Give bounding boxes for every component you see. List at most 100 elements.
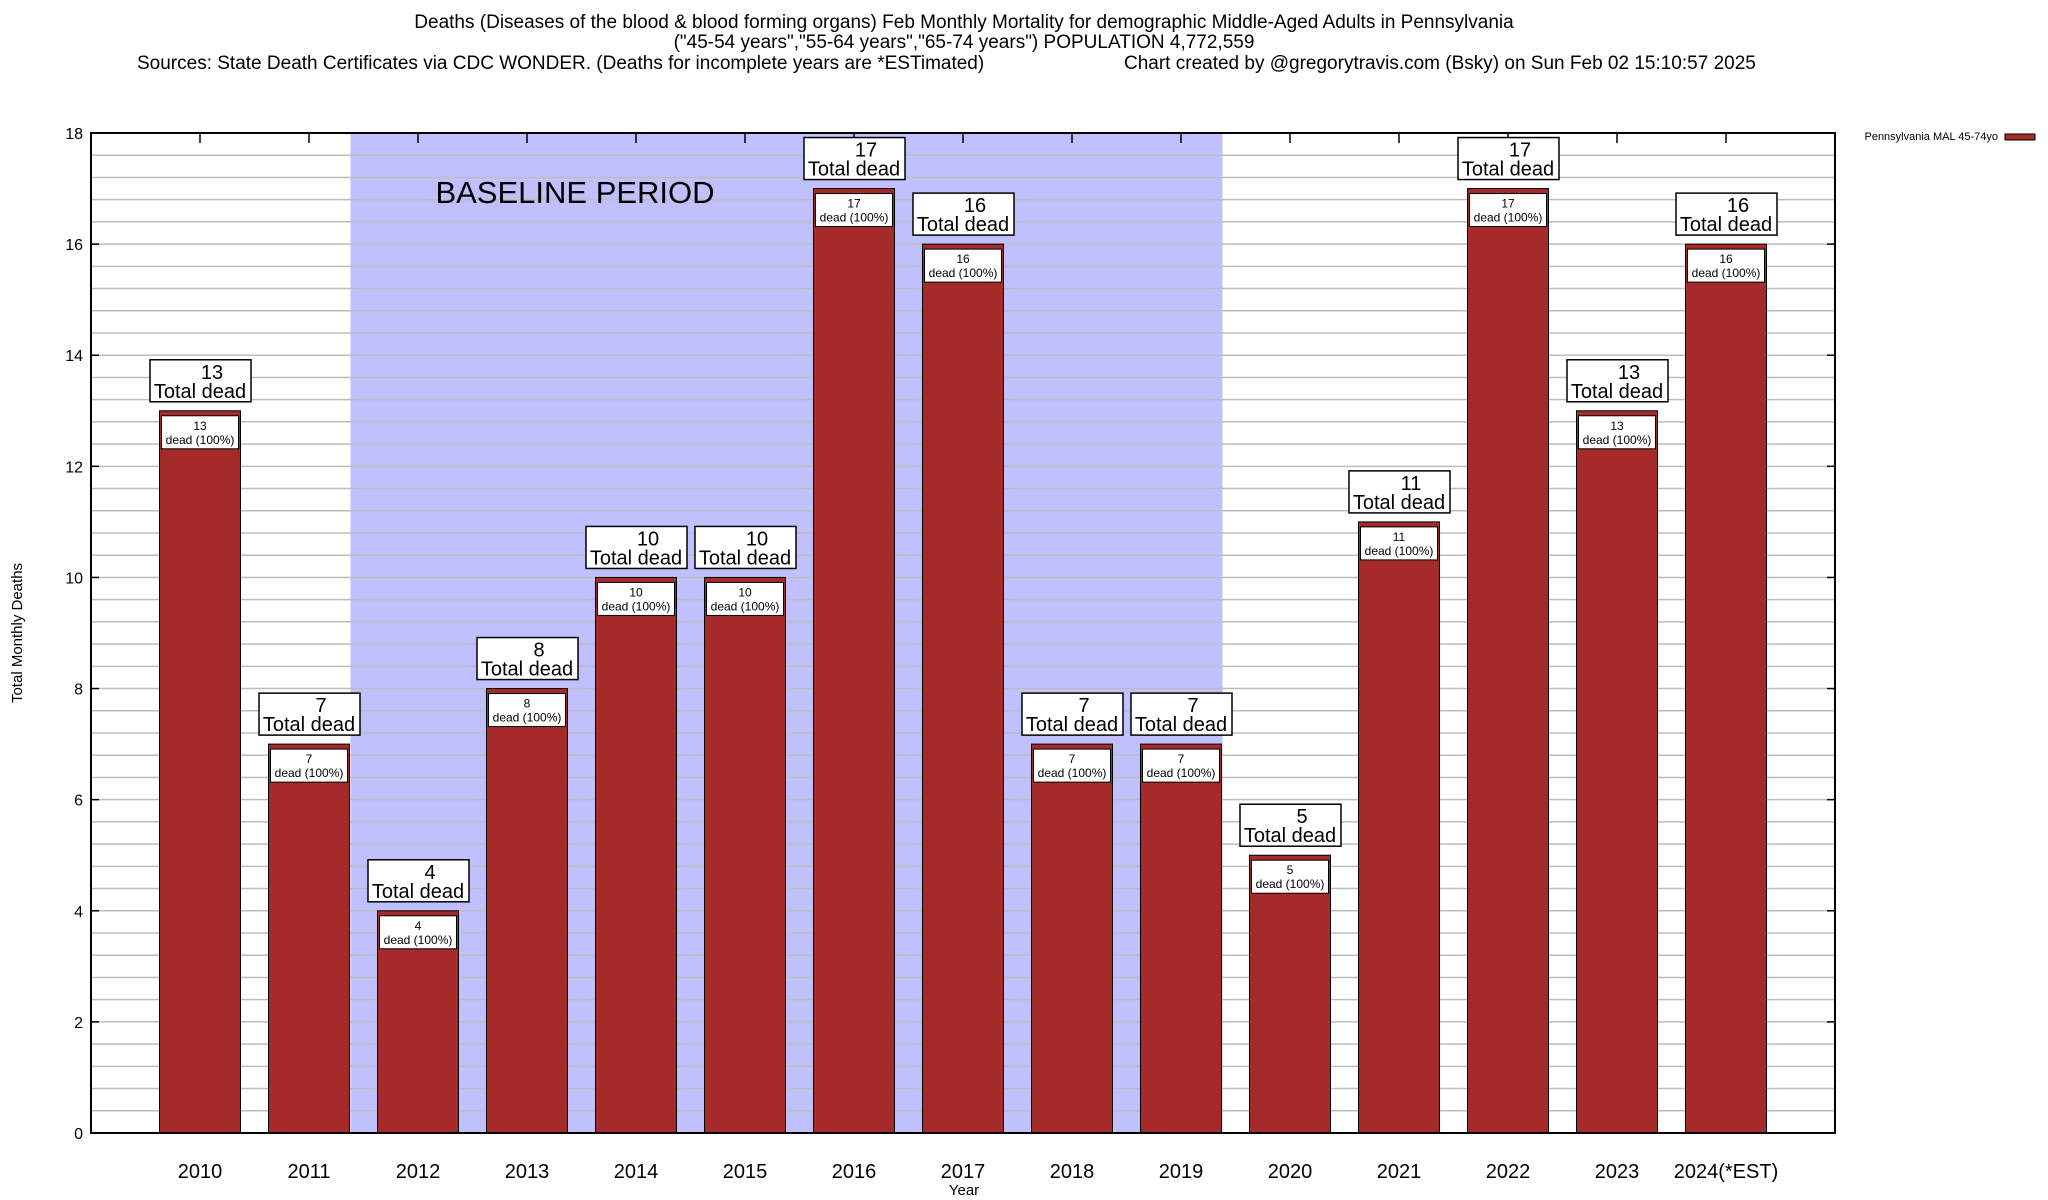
bar-percent-label: dead (100%) (929, 266, 998, 280)
bar-value-label: 7 (1178, 752, 1185, 766)
bar-2021 (1358, 521, 1440, 1134)
bar-2017 (922, 243, 1004, 1134)
total-value-label: 17 (855, 140, 877, 162)
bar-value-box (1033, 748, 1111, 783)
bar-value-box (270, 748, 348, 783)
x-tick-label: 2014 (614, 1161, 659, 1183)
x-axis-label: Year (949, 1182, 979, 1199)
bar-percent-label: dead (100%) (711, 599, 780, 613)
total-value-label: 11 (1401, 473, 1422, 495)
total-value-label: 10 (746, 528, 768, 550)
total-box (585, 525, 688, 570)
y-tick-label: 12 (65, 459, 83, 476)
bar-value-box (1469, 193, 1547, 228)
y-axis-label: Total Monthly Deaths (9, 563, 26, 703)
total-box (1130, 692, 1233, 736)
bar-value-label: 8 (524, 697, 531, 711)
y-tick-label: 2 (74, 1015, 83, 1032)
total-dead-label: Total dead (699, 547, 791, 569)
bar-2019 (1140, 743, 1222, 1134)
baseline-period-label: BASELINE PERIOD (435, 175, 714, 210)
total-box (1566, 359, 1669, 403)
x-tick-label: 2016 (832, 1161, 877, 1183)
chart-sources: Sources: State Death Certificates via CD… (137, 53, 985, 74)
total-value-label: 13 (1618, 362, 1640, 384)
legend-swatch (2004, 133, 2036, 141)
bar-value-box (379, 915, 457, 950)
total-box (149, 359, 252, 403)
bar-percent-label: dead (100%) (1147, 766, 1216, 780)
x-tick-label: 2024(*EST) (1674, 1161, 1779, 1183)
bar-value-label: 13 (193, 419, 207, 433)
bar-2023 (1576, 410, 1658, 1134)
total-dead-label: Total dead (808, 159, 900, 181)
total-dead-label: Total dead (590, 547, 682, 569)
bar-2022 (1467, 188, 1549, 1134)
bar-percent-label: dead (100%) (384, 933, 453, 947)
total-dead-label: Total dead (481, 659, 573, 681)
bar-value-box (1687, 248, 1765, 283)
x-tick-label: 2017 (941, 1161, 986, 1183)
bar-value-box (706, 581, 784, 616)
total-dead-label: Total dead (1244, 825, 1336, 847)
x-tick-label: 2010 (178, 1161, 223, 1183)
x-tick-label: 2018 (1050, 1161, 1095, 1183)
bar-value-label: 16 (956, 252, 970, 266)
bar-value-label: 17 (1501, 197, 1515, 211)
y-tick-label: 10 (65, 570, 83, 587)
total-dead-label: Total dead (1135, 714, 1227, 736)
total-dead-label: Total dead (1680, 214, 1772, 236)
total-value-label: 8 (533, 640, 544, 662)
bar-value-box (161, 415, 239, 450)
bar-percent-label: dead (100%) (166, 433, 235, 447)
bar-value-box (1251, 859, 1329, 894)
bar-value-label: 13 (1610, 419, 1624, 433)
y-tick-label: 16 (65, 237, 83, 254)
total-value-label: 7 (1187, 695, 1198, 717)
bar-2018 (1031, 743, 1113, 1134)
chart-title-line-2: ("45-54 years","55-64 years","65-74 year… (673, 32, 1255, 53)
total-value-label: 16 (1727, 195, 1749, 217)
bar-2011 (268, 743, 350, 1134)
total-box (912, 192, 1015, 236)
x-tick-label: 2011 (287, 1161, 330, 1183)
bar-2020 (1249, 854, 1331, 1134)
y-tick-label: 18 (65, 126, 83, 143)
bar-value-box (488, 693, 566, 728)
total-value-label: 7 (1078, 695, 1089, 717)
total-dead-label: Total dead (1571, 381, 1663, 403)
bar-percent-label: dead (100%) (493, 711, 562, 725)
bar-value-box (1578, 415, 1656, 450)
total-box (1457, 136, 1560, 181)
bar-percent-label: dead (100%) (1365, 544, 1434, 558)
bar-value-label: 5 (1287, 863, 1294, 877)
bar-2013 (486, 688, 568, 1134)
bar-value-label: 10 (738, 585, 752, 599)
x-tick-label: 2020 (1268, 1161, 1313, 1183)
total-box (1348, 470, 1451, 514)
bar-percent-label: dead (100%) (1038, 766, 1107, 780)
total-dead-label: Total dead (372, 881, 464, 903)
y-tick-label: 6 (74, 793, 83, 810)
x-tick-label: 2021 (1377, 1161, 1422, 1183)
total-value-label: 13 (201, 362, 223, 384)
bar-2014 (595, 576, 677, 1134)
chart-title-line-1: Deaths (Diseases of the blood & blood fo… (414, 12, 1514, 33)
total-dead-label: Total dead (917, 214, 1009, 236)
bar-value-label: 17 (847, 197, 861, 211)
y-tick-label: 14 (65, 348, 83, 365)
bar-value-label: 4 (415, 919, 422, 933)
bar-value-box (597, 581, 675, 616)
bar-value-label: 10 (629, 585, 643, 599)
total-box (803, 136, 906, 181)
total-box (476, 636, 579, 681)
total-value-label: 17 (1509, 140, 1531, 162)
total-value-label: 4 (424, 862, 435, 884)
bar-percent-label: dead (100%) (275, 766, 344, 780)
total-box (258, 692, 361, 736)
x-tick-label: 2023 (1595, 1161, 1640, 1183)
x-tick-label: 2013 (505, 1161, 550, 1183)
total-dead-label: Total dead (1026, 714, 1118, 736)
total-box (367, 859, 470, 903)
